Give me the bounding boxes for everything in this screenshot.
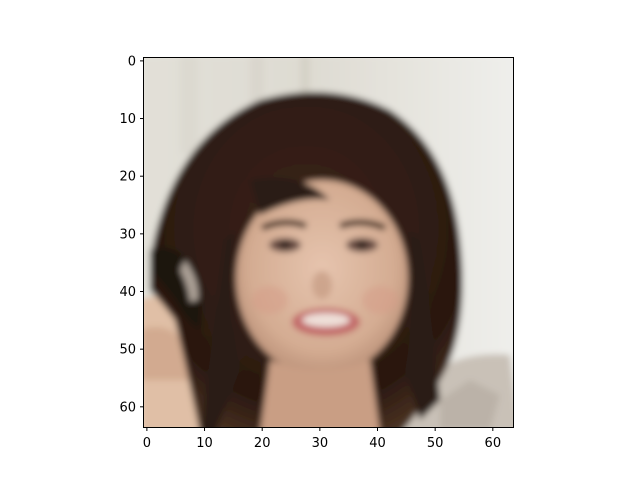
x-tick-label: 50: [427, 436, 444, 451]
y-tick-label: 20: [119, 170, 136, 185]
y-tick-label: 60: [119, 400, 136, 415]
y-tick-label: 40: [119, 285, 136, 300]
axes-frame: [143, 57, 514, 428]
y-tick-label: 0: [128, 54, 136, 69]
y-tick-label: 30: [119, 227, 136, 242]
x-tick-label: 40: [369, 436, 386, 451]
x-tick-label: 0: [143, 436, 151, 451]
y-tick-label: 10: [119, 112, 136, 127]
x-tick-label: 20: [254, 436, 271, 451]
x-tick-label: 10: [196, 436, 213, 451]
x-tick-label: 30: [312, 436, 329, 451]
y-tick-label: 50: [119, 343, 136, 358]
portrait-image: [144, 58, 513, 427]
x-axis: 0 10 20 30 40 50 60: [143, 427, 501, 451]
y-axis: 0 10 20 30 40 50 60: [119, 54, 144, 415]
x-tick-label: 60: [485, 436, 502, 451]
